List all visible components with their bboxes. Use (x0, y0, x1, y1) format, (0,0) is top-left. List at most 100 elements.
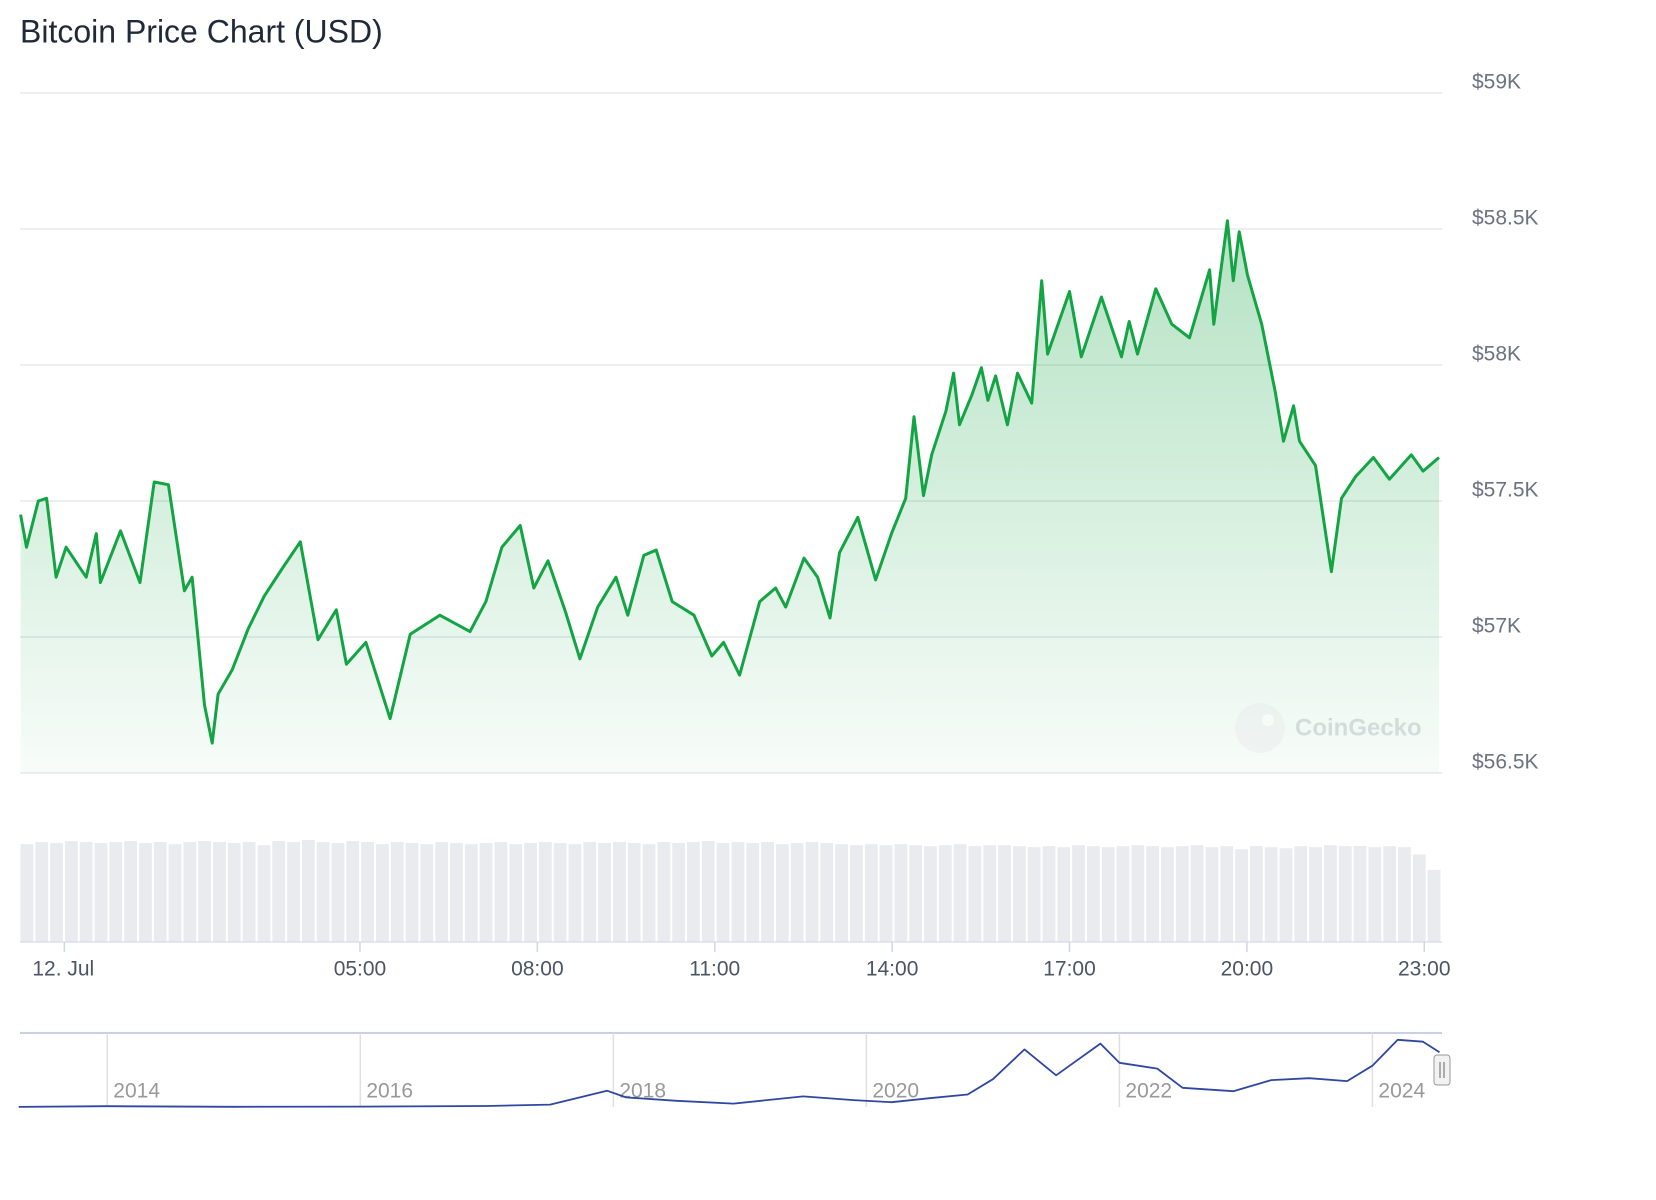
volume-bar (153, 842, 167, 942)
volume-bar (968, 846, 982, 942)
volume-bar (1353, 846, 1367, 942)
volume-bar (1324, 845, 1337, 942)
x-tick-label: 2022 (1125, 1080, 1172, 1103)
y-tick-label: $58K (1472, 343, 1521, 366)
volume-bar (227, 843, 241, 942)
volume-bar (64, 841, 78, 942)
x-tick-label: 11:00 (689, 958, 740, 981)
volume-bar (435, 842, 449, 942)
volume-bar (820, 843, 834, 942)
volume-bar (687, 842, 700, 942)
volume-bar (1279, 848, 1293, 942)
volume-bar (850, 845, 863, 942)
volume-bar (1190, 845, 1204, 942)
volume-bar (1012, 846, 1026, 942)
x-tick-label: 17:00 (1043, 958, 1096, 981)
volume-bar (479, 843, 493, 942)
volume-bar (553, 843, 567, 942)
watermark-text: CoinGecko (1295, 714, 1422, 741)
volume-bar (701, 841, 715, 942)
volume-bar (450, 843, 463, 942)
x-tick-label: 2014 (113, 1080, 160, 1103)
volume-bar (1131, 845, 1145, 942)
price-line (19, 219, 1440, 745)
volume-bar (1205, 847, 1219, 942)
volume-bar (1368, 847, 1382, 942)
y-tick-label: $56.5K (1472, 751, 1539, 774)
volume-bar (494, 842, 508, 942)
x-tick-label: 05:00 (334, 958, 387, 981)
volume-bar (94, 843, 108, 942)
volume-bar (316, 842, 330, 942)
x-tick-label: 2020 (872, 1080, 919, 1103)
volume-bar (1264, 847, 1278, 942)
volume-bar (1427, 869, 1441, 942)
volume-bar (1383, 846, 1397, 942)
volume-bar (1057, 847, 1071, 942)
volume-bar (864, 844, 878, 942)
volume-bar (124, 841, 137, 942)
volume-bar (568, 844, 582, 942)
volume-bar (598, 843, 611, 942)
x-tick-label: 2016 (366, 1080, 413, 1103)
volume-bar (731, 842, 745, 942)
volume-bar (1027, 847, 1041, 942)
volume-bar (376, 844, 389, 942)
y-tick-label: $58.5K (1472, 207, 1539, 230)
navigator-frame (20, 1033, 1442, 1108)
volume-bar (657, 842, 671, 942)
watermark: CoinGecko (1235, 703, 1422, 753)
volume-bar (746, 843, 760, 942)
volume-bar (583, 842, 597, 942)
volume-bar (924, 846, 937, 942)
volume-bar (390, 842, 404, 942)
volume-bar (805, 842, 819, 942)
volume-bar (775, 844, 789, 942)
volume-bar (361, 842, 374, 942)
volume-bar (50, 843, 63, 942)
volume-bar (1249, 846, 1263, 942)
volume-bar (1146, 846, 1160, 942)
volume-bar (1072, 845, 1085, 942)
volume-bar (35, 842, 49, 942)
x-tick-label: 14:00 (866, 958, 919, 981)
navigator-handle[interactable] (1433, 1054, 1451, 1086)
volume-bar (346, 841, 360, 942)
volume-bar (1235, 849, 1248, 942)
volume-bar (257, 845, 271, 942)
volume-bar (1042, 846, 1056, 942)
y-tick-label: $57.5K (1472, 479, 1539, 502)
volume-bar (672, 843, 686, 942)
volume-bar (1116, 846, 1130, 942)
volume-bar (1175, 846, 1189, 942)
volume-bar (183, 842, 197, 942)
volume-bar (420, 844, 434, 942)
price-line (18, 1038, 1440, 1108)
volume-bar (198, 841, 212, 942)
x-tick-label: 23:00 (1398, 958, 1451, 981)
volume-bar (242, 842, 256, 942)
volume-bar (983, 845, 997, 942)
volume-bar (20, 844, 34, 942)
volume-bar (879, 845, 893, 942)
volume-bar (331, 843, 345, 942)
x-tick-label: 2018 (619, 1080, 666, 1103)
x-tick-label: 20:00 (1221, 958, 1274, 981)
y-tick-label: $59K (1472, 71, 1521, 94)
volume-bar (139, 843, 152, 942)
volume-bar (1101, 847, 1115, 942)
volume-bar (301, 840, 315, 942)
volume-bar (79, 842, 93, 942)
chart-title: Bitcoin Price Chart (USD) (20, 13, 383, 49)
volume-bar (1087, 846, 1100, 942)
volume-bar (287, 842, 300, 942)
volume-bar (938, 845, 952, 942)
volume-bar (716, 843, 730, 942)
volume-bar (509, 844, 523, 942)
volume-bar (627, 843, 641, 942)
volume-bar (894, 844, 908, 942)
volume-bar (1398, 847, 1411, 942)
volume-bar (1309, 847, 1322, 942)
volume-bar (761, 842, 774, 942)
